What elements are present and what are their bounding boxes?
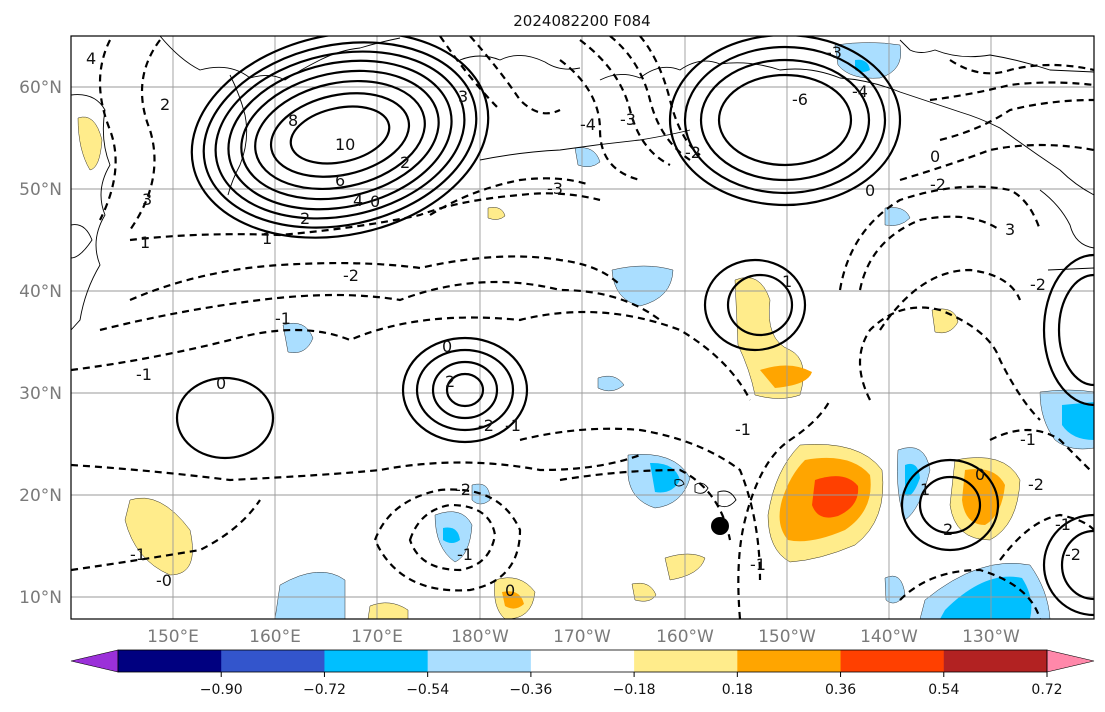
lat-label: 30°N: [19, 384, 62, 404]
map-frame: [70, 35, 1095, 620]
colorbar-tick-label: 0.72: [1031, 682, 1062, 698]
contour-label: 8: [288, 111, 298, 130]
lat-label: 60°N: [19, 78, 62, 98]
contour-label: -2: [685, 143, 701, 162]
colorbar-tick-label: 0.18: [722, 682, 753, 698]
graticule: [71, 36, 1094, 619]
contour-label: 2: [445, 372, 455, 391]
colorbar-outline: [117, 649, 1048, 673]
colorbar-extend-low: [70, 649, 119, 673]
contour-label: 0: [370, 192, 380, 211]
coastlines: [71, 36, 1094, 508]
contour-label: -1: [136, 365, 152, 384]
contour-label: 4: [353, 191, 363, 210]
contour-label: -2: [930, 175, 946, 194]
contour-label: 10: [335, 135, 355, 154]
contour-label: -1: [505, 416, 521, 435]
contour-label: -2: [455, 480, 471, 499]
lat-label: 20°N: [19, 486, 62, 506]
positive-contours: [175, 36, 1094, 617]
lon-label: 170°W: [553, 627, 611, 647]
contour-label: 6: [335, 171, 345, 190]
contour-label: 2: [300, 209, 310, 228]
colorbar-tick-label: −0.18: [613, 682, 656, 698]
lat-label: 10°N: [19, 588, 62, 608]
colorbar-tick-label: −0.72: [303, 682, 346, 698]
contour-label: -2: [1065, 545, 1081, 564]
lon-label: 180°W: [451, 627, 509, 647]
contour-label: -3: [620, 110, 636, 129]
colorbar-cell: [221, 650, 325, 672]
contour-label: 1: [782, 272, 792, 291]
contour-labels: 4 3 2 1 8 10 6 4 2 0 1 2 3 -1 -2 -3 -4 0…: [86, 43, 1081, 600]
contour-label: -1: [750, 555, 766, 574]
contour-label: 0: [975, 465, 985, 484]
contour-label: 0: [865, 181, 875, 200]
location-marker: [711, 517, 729, 535]
contour-label: 3: [458, 87, 468, 106]
map-panel: 4 3 2 1 8 10 6 4 2 0 1 2 3 -1 -2 -3 -4 0…: [70, 35, 1095, 620]
lon-label: 160°W: [656, 627, 714, 647]
longitude-labels: 150°E 160°E 170°E 180°W 170°W 160°W 150°…: [147, 627, 1020, 647]
contour-label: 1: [920, 480, 930, 499]
contour-label: -3: [826, 43, 842, 62]
contour-label: 0: [930, 147, 940, 166]
contour-label: -2: [478, 416, 494, 435]
contour-label: 3: [142, 190, 152, 209]
contour-label: -4: [852, 82, 868, 101]
contour-label: -2: [1028, 475, 1044, 494]
lon-label: 150°W: [758, 627, 816, 647]
lat-label: 50°N: [19, 180, 62, 200]
figure-title: 2024082200 F084: [513, 12, 650, 30]
contour-label: -1: [457, 545, 473, 564]
contour-label: -1: [275, 309, 291, 328]
contour-label: -4: [580, 115, 596, 134]
colorbar: −0.90 −0.72 −0.54 −0.36 −0.18 0.18 0.36 0.54 0.7…: [70, 649, 1095, 698]
contour-label: 0: [216, 374, 226, 393]
contour-label: -2: [1030, 275, 1046, 294]
contour-label: -6: [792, 90, 808, 109]
contour-label: 2: [943, 520, 953, 539]
contour-label: -1: [130, 545, 146, 564]
colorbar-tick-label: −0.36: [509, 682, 552, 698]
colorbar-cell: [943, 650, 1048, 672]
colorbar-tick-label: −0.54: [406, 682, 449, 698]
colorbar-cell: [737, 650, 842, 672]
negative-contours: [71, 36, 1094, 619]
colorbar-tick-label: 0.36: [825, 682, 856, 698]
contour-label: -1: [1020, 430, 1036, 449]
contour-label: -1: [735, 420, 751, 439]
contour-label: 1: [140, 233, 150, 252]
lon-label: 140°W: [860, 627, 918, 647]
lat-label: 40°N: [19, 282, 62, 302]
lon-label: 160°E: [249, 627, 301, 647]
contour-label: 1: [262, 229, 272, 248]
contour-label: 3: [1005, 220, 1015, 239]
colorbar-cell: [324, 650, 429, 672]
colorbar-tick-label: 0.54: [928, 682, 959, 698]
lon-label: 130°W: [962, 627, 1020, 647]
contour-label: 0: [442, 337, 452, 356]
lon-label: 170°E: [351, 627, 403, 647]
colorbar-cell: [634, 650, 738, 672]
contour-label: 0: [505, 581, 515, 600]
contour-label: 2: [160, 95, 170, 114]
colorbar-cell: [530, 650, 635, 672]
colorbar-tick-label: −0.90: [200, 682, 243, 698]
contour-label: 4: [86, 49, 96, 68]
lon-label: 150°E: [147, 627, 199, 647]
contour-label: -3: [547, 179, 563, 198]
contour-label: -2: [343, 266, 359, 285]
latitude-labels: 60°N 50°N 40°N 30°N 20°N 10°N: [19, 78, 62, 608]
colorbar-extend-high: [1046, 649, 1095, 673]
contour-label: -1: [1055, 515, 1071, 534]
colorbar-cell: [118, 650, 222, 672]
contour-label: -0: [156, 571, 172, 590]
colorbar-cell: [427, 650, 532, 672]
colorbar-cell: [840, 650, 945, 672]
contour-label: 2: [400, 153, 410, 172]
